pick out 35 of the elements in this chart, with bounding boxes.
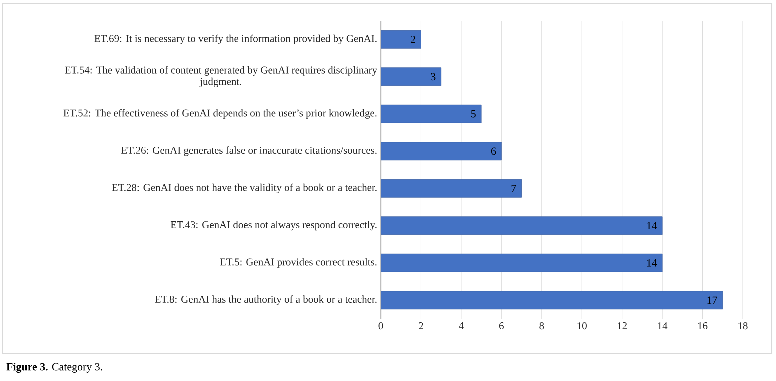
data-label: 5	[472, 110, 476, 118]
bar	[381, 30, 422, 49]
y-tick-label: ET.54: The validation of content generated by GenAI requires disciplinary judgment.	[65, 66, 378, 88]
data-label: 3	[431, 73, 436, 81]
x-tick-label: 0	[378, 322, 384, 330]
x-tick-label: 12	[618, 322, 627, 330]
y-tick-label: ET.8: GenAI has the authority of a book or a teacher.	[155, 296, 377, 306]
x-tick-label: 14	[658, 322, 668, 330]
bar	[381, 254, 663, 272]
y-tick-label: ET.52: The effectiveness of GenAI depends on the user’s prior knowledge.	[64, 109, 377, 119]
bar	[381, 142, 502, 161]
bar	[381, 68, 442, 86]
data-label: 17	[708, 296, 718, 304]
bar	[381, 104, 482, 124]
data-label: 14	[647, 222, 658, 230]
y-tick-label: ET.43: GenAI does not always respond correctly.	[170, 221, 377, 231]
x-tick-label: 10	[578, 322, 587, 330]
text: Figure 3. Category 3.	[6, 363, 102, 374]
y-tick-label: ET.5: GenAI provides correct results.	[220, 258, 377, 268]
data-label: 14	[647, 260, 658, 267]
x-tick-label: 4	[459, 322, 464, 330]
y-tick-label: ET.69: It is necessary to verify the information provided by GenAI.	[94, 34, 377, 44]
x-tick-label: 8	[540, 322, 544, 330]
y-tick-label: ET.26: GenAI generates false or inaccurate citations/sources.	[122, 146, 377, 156]
bar	[381, 291, 724, 310]
x-tick-label: 18	[738, 322, 748, 330]
data-label: 6	[491, 148, 496, 156]
bar	[381, 179, 522, 198]
x-tick-label: 6	[500, 322, 504, 330]
data-label: 2	[411, 36, 416, 44]
data-label: 7	[512, 185, 516, 192]
bar	[381, 216, 663, 236]
x-tick-label: 2	[419, 322, 424, 330]
y-tick-label: ET.28: GenAI does not have the validity of a book or a teacher.	[112, 184, 377, 194]
x-tick-label: 16	[698, 322, 708, 330]
